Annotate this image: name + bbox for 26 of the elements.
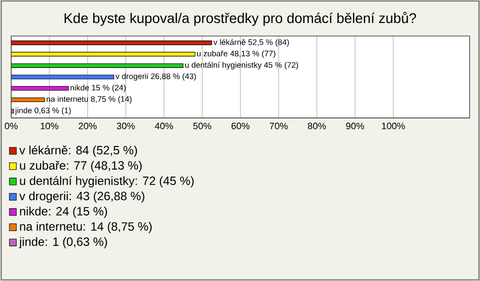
data-label: v drogerii 26,88 % (43) bbox=[116, 73, 196, 81]
chart-title: Kde byste kupoval/a prostředky pro domácí bělení zubů? bbox=[64, 12, 416, 26]
legend-label: v drogerii: 43 (26,88 %) bbox=[19, 192, 144, 203]
legend-label: na internetu: 14 (8,75 %) bbox=[20, 222, 152, 234]
x-tick-label: 100% bbox=[382, 122, 405, 130]
legend-label: v lékárně: 84 (52,5 %) bbox=[19, 146, 137, 157]
legend-label: u dentální hygienistky: 72 (45 %) bbox=[20, 176, 194, 188]
x-tick-label: 50% bbox=[193, 122, 212, 130]
data-label: jinde 0,63 % (1) bbox=[15, 107, 71, 115]
x-tick-label: 60% bbox=[232, 122, 250, 130]
x-tick-label: 90% bbox=[346, 122, 364, 130]
x-tick-label: 30% bbox=[116, 122, 135, 130]
x-tick-label: 40% bbox=[154, 122, 174, 130]
data-label: v lékárně 52,5 % (84) bbox=[213, 39, 289, 47]
legend-label: u zubaře: 77 (48,13 %) bbox=[20, 160, 142, 172]
data-label: na internetu 8,75 % (14) bbox=[46, 96, 132, 104]
data-label: nikde 15 % (24) bbox=[70, 84, 126, 92]
legend-label: jinde: 1 (0,63 %) bbox=[19, 237, 107, 248]
data-label: u dentální hygienistky 45 % (72) bbox=[185, 62, 298, 70]
data-label: u zubaře 48,13 % (77) bbox=[197, 50, 276, 58]
x-tick-label: 70% bbox=[270, 122, 288, 130]
legend-label: nikde: 24 (15 %) bbox=[20, 206, 107, 218]
x-tick-label: 0% bbox=[4, 122, 18, 130]
x-tick-label: 10% bbox=[40, 122, 58, 130]
x-tick-label: 80% bbox=[308, 122, 326, 130]
x-tick-label: 20% bbox=[78, 122, 97, 130]
